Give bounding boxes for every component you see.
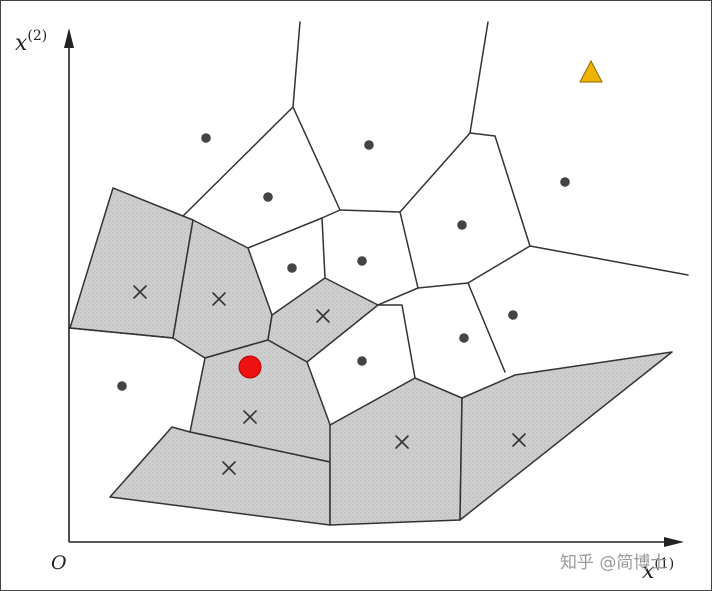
dot-point	[560, 177, 570, 187]
edge	[292, 21, 489, 213]
dot-point	[508, 310, 518, 320]
triangle-marker-icon	[579, 59, 603, 83]
dot-point	[357, 256, 367, 266]
dot-point	[459, 333, 469, 343]
shaded-cell	[329, 377, 463, 526]
edge	[69, 327, 174, 339]
cross-points	[133, 285, 526, 475]
y-axis-arrow	[64, 28, 74, 48]
watermark-text: 知乎 @简博士	[560, 553, 667, 573]
cross-point	[222, 461, 236, 475]
dot-point	[117, 381, 127, 391]
dot-point	[457, 220, 467, 230]
axes	[64, 28, 684, 547]
cross-point	[243, 410, 257, 424]
query-point	[238, 355, 262, 379]
dot-point	[287, 263, 297, 273]
x-axis-arrow	[664, 537, 684, 547]
edge	[377, 211, 419, 306]
edge	[182, 21, 301, 217]
cross-point	[212, 292, 226, 306]
dot-points	[117, 133, 570, 391]
x-axis-label: x(1)	[642, 556, 674, 584]
edge	[247, 209, 341, 249]
dot-point	[364, 140, 374, 150]
y-axis-label: x(2)	[15, 28, 47, 56]
edge	[377, 304, 416, 379]
cross-point	[316, 309, 330, 323]
edge	[467, 282, 506, 373]
dot-point	[357, 356, 367, 366]
cross-point	[395, 435, 409, 449]
edge	[417, 245, 689, 289]
cell-edges	[69, 21, 689, 379]
cross-point	[512, 433, 526, 447]
edge	[469, 132, 531, 247]
shaded-cells	[69, 187, 673, 526]
dot-point	[201, 133, 211, 143]
dot-point	[263, 192, 273, 202]
shaded-cell	[459, 351, 673, 521]
shaded-cell	[267, 277, 379, 363]
edge	[321, 217, 326, 279]
origin-label: O	[51, 552, 67, 574]
shaded-cell	[69, 187, 194, 339]
cross-point	[133, 285, 147, 299]
